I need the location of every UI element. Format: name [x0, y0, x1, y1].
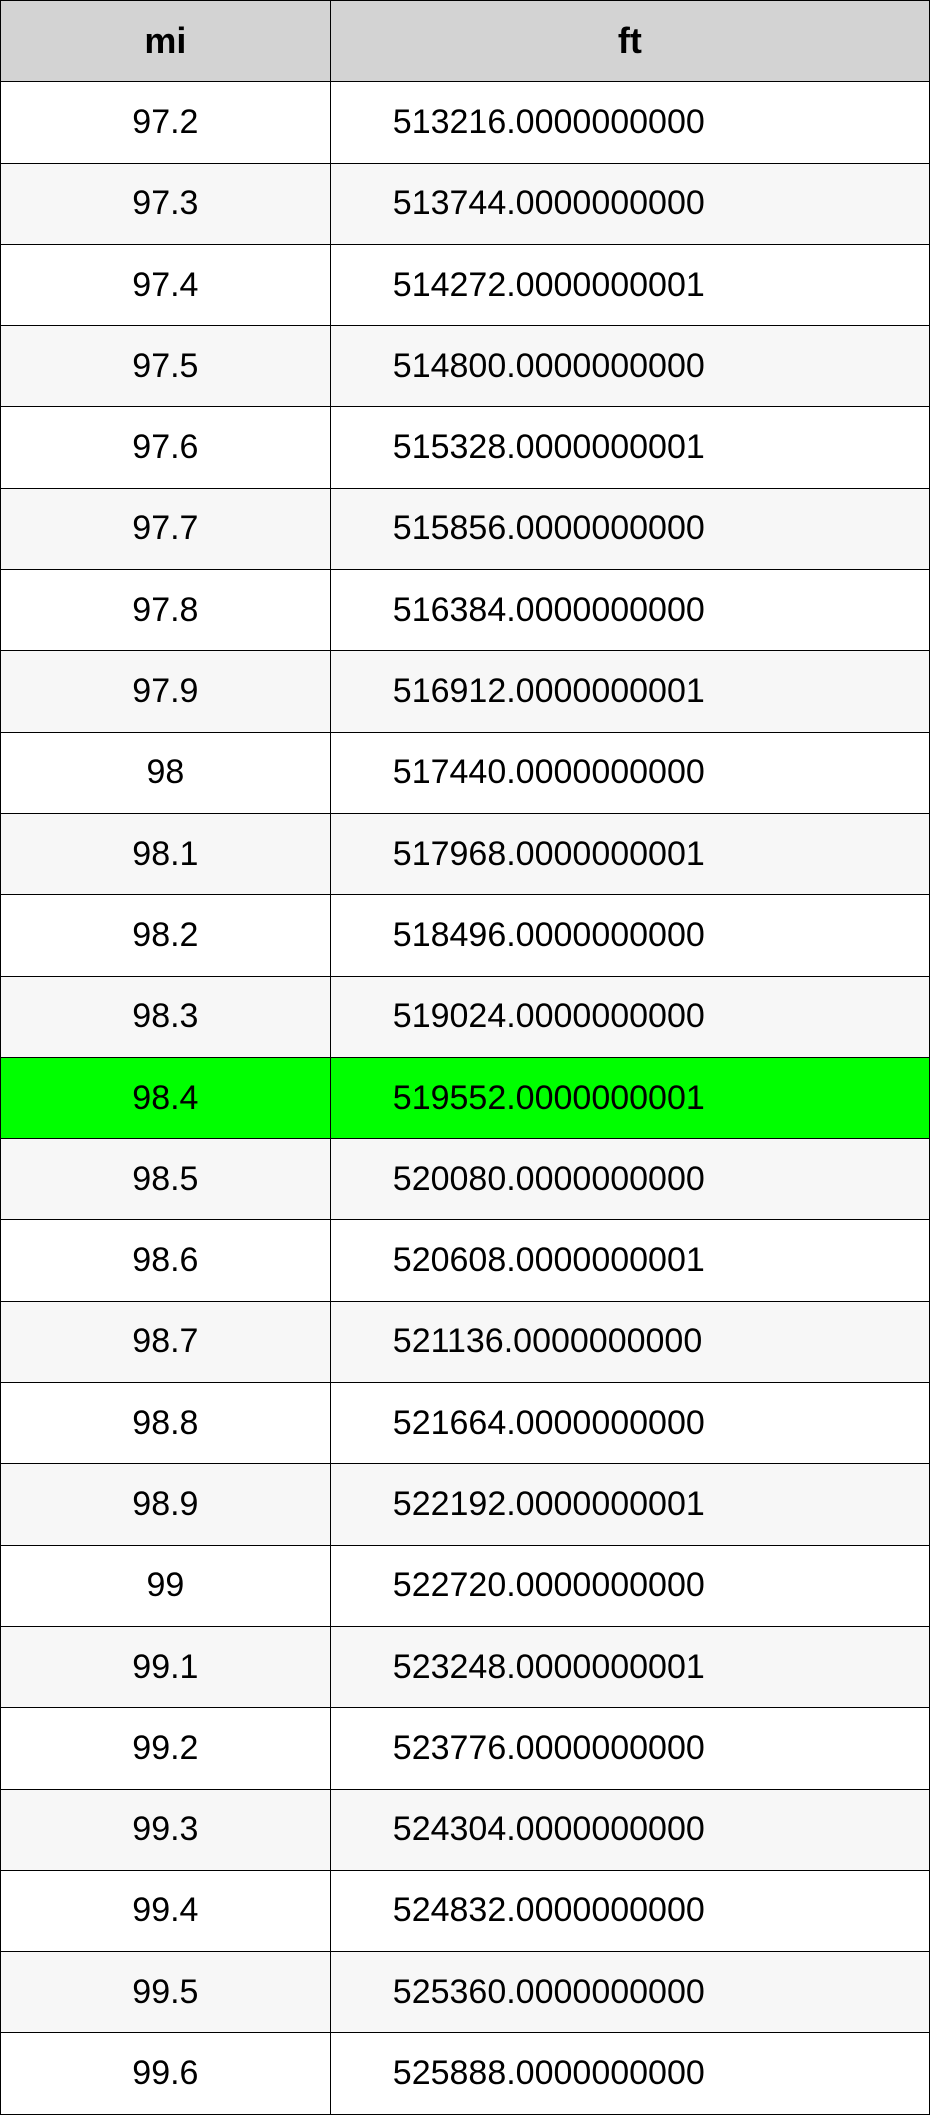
table-row: 99.4524832.0000000000 — [1, 1870, 930, 1951]
table-row: 98.8521664.0000000000 — [1, 1383, 930, 1464]
cell-mi: 99.1 — [1, 1626, 331, 1707]
table-row: 97.4514272.0000000001 — [1, 244, 930, 325]
cell-ft: 524304.0000000000 — [330, 1789, 929, 1870]
table-row: 97.7515856.0000000000 — [1, 488, 930, 569]
table-row: 98517440.0000000000 — [1, 732, 930, 813]
cell-ft: 519552.0000000001 — [330, 1057, 929, 1138]
cell-mi: 97.2 — [1, 82, 331, 163]
cell-ft: 516384.0000000000 — [330, 570, 929, 651]
table-row: 98.2518496.0000000000 — [1, 895, 930, 976]
table-row: 99.1523248.0000000001 — [1, 1626, 930, 1707]
table-header-row: mi ft — [1, 1, 930, 82]
cell-ft: 514800.0000000000 — [330, 326, 929, 407]
table-row: 98.9522192.0000000001 — [1, 1464, 930, 1545]
cell-ft: 520080.0000000000 — [330, 1139, 929, 1220]
cell-mi: 99.3 — [1, 1789, 331, 1870]
cell-ft: 514272.0000000001 — [330, 244, 929, 325]
cell-mi: 97.4 — [1, 244, 331, 325]
table-row: 99.5525360.0000000000 — [1, 1952, 930, 2033]
cell-ft: 521136.0000000000 — [330, 1301, 929, 1382]
cell-mi: 98.8 — [1, 1383, 331, 1464]
cell-ft: 513744.0000000000 — [330, 163, 929, 244]
table-row: 99.2523776.0000000000 — [1, 1708, 930, 1789]
table-row: 98.3519024.0000000000 — [1, 976, 930, 1057]
column-header-ft: ft — [330, 1, 929, 82]
table-row: 99.6525888.0000000000 — [1, 2033, 930, 2114]
table-row: 99522720.0000000000 — [1, 1545, 930, 1626]
cell-ft: 515328.0000000001 — [330, 407, 929, 488]
cell-ft: 516912.0000000001 — [330, 651, 929, 732]
cell-ft: 517440.0000000000 — [330, 732, 929, 813]
column-header-mi: mi — [1, 1, 331, 82]
cell-mi: 97.9 — [1, 651, 331, 732]
cell-mi: 99.2 — [1, 1708, 331, 1789]
cell-ft: 520608.0000000001 — [330, 1220, 929, 1301]
cell-ft: 523776.0000000000 — [330, 1708, 929, 1789]
table-row: 98.6520608.0000000001 — [1, 1220, 930, 1301]
cell-ft: 517968.0000000001 — [330, 813, 929, 894]
cell-mi: 98.7 — [1, 1301, 331, 1382]
table-row: 97.9516912.0000000001 — [1, 651, 930, 732]
cell-mi: 98.2 — [1, 895, 331, 976]
table-row: 97.3513744.0000000000 — [1, 163, 930, 244]
table-row: 99.3524304.0000000000 — [1, 1789, 930, 1870]
cell-mi: 97.6 — [1, 407, 331, 488]
cell-ft: 521664.0000000000 — [330, 1383, 929, 1464]
conversion-table: mi ft 97.2513216.000000000097.3513744.00… — [0, 0, 930, 2115]
cell-mi: 97.5 — [1, 326, 331, 407]
table-row: 97.6515328.0000000001 — [1, 407, 930, 488]
cell-mi: 98.6 — [1, 1220, 331, 1301]
cell-mi: 98.9 — [1, 1464, 331, 1545]
cell-ft: 518496.0000000000 — [330, 895, 929, 976]
cell-mi: 99.5 — [1, 1952, 331, 2033]
cell-mi: 98.4 — [1, 1057, 331, 1138]
cell-ft: 524832.0000000000 — [330, 1870, 929, 1951]
table-row: 97.5514800.0000000000 — [1, 326, 930, 407]
cell-ft: 519024.0000000000 — [330, 976, 929, 1057]
cell-ft: 523248.0000000001 — [330, 1626, 929, 1707]
cell-mi: 97.7 — [1, 488, 331, 569]
cell-ft: 515856.0000000000 — [330, 488, 929, 569]
table-row: 98.5520080.0000000000 — [1, 1139, 930, 1220]
cell-mi: 98 — [1, 732, 331, 813]
table-row: 98.1517968.0000000001 — [1, 813, 930, 894]
cell-ft: 522192.0000000001 — [330, 1464, 929, 1545]
cell-ft: 513216.0000000000 — [330, 82, 929, 163]
table-row: 98.4519552.0000000001 — [1, 1057, 930, 1138]
cell-ft: 522720.0000000000 — [330, 1545, 929, 1626]
cell-mi: 98.5 — [1, 1139, 331, 1220]
table-row: 97.8516384.0000000000 — [1, 570, 930, 651]
cell-mi: 98.3 — [1, 976, 331, 1057]
cell-mi: 98.1 — [1, 813, 331, 894]
cell-ft: 525888.0000000000 — [330, 2033, 929, 2114]
cell-mi: 99.4 — [1, 1870, 331, 1951]
table-row: 98.7521136.0000000000 — [1, 1301, 930, 1382]
cell-mi: 97.8 — [1, 570, 331, 651]
cell-mi: 99.6 — [1, 2033, 331, 2114]
table-row: 97.2513216.0000000000 — [1, 82, 930, 163]
cell-mi: 99 — [1, 1545, 331, 1626]
cell-mi: 97.3 — [1, 163, 331, 244]
cell-ft: 525360.0000000000 — [330, 1952, 929, 2033]
